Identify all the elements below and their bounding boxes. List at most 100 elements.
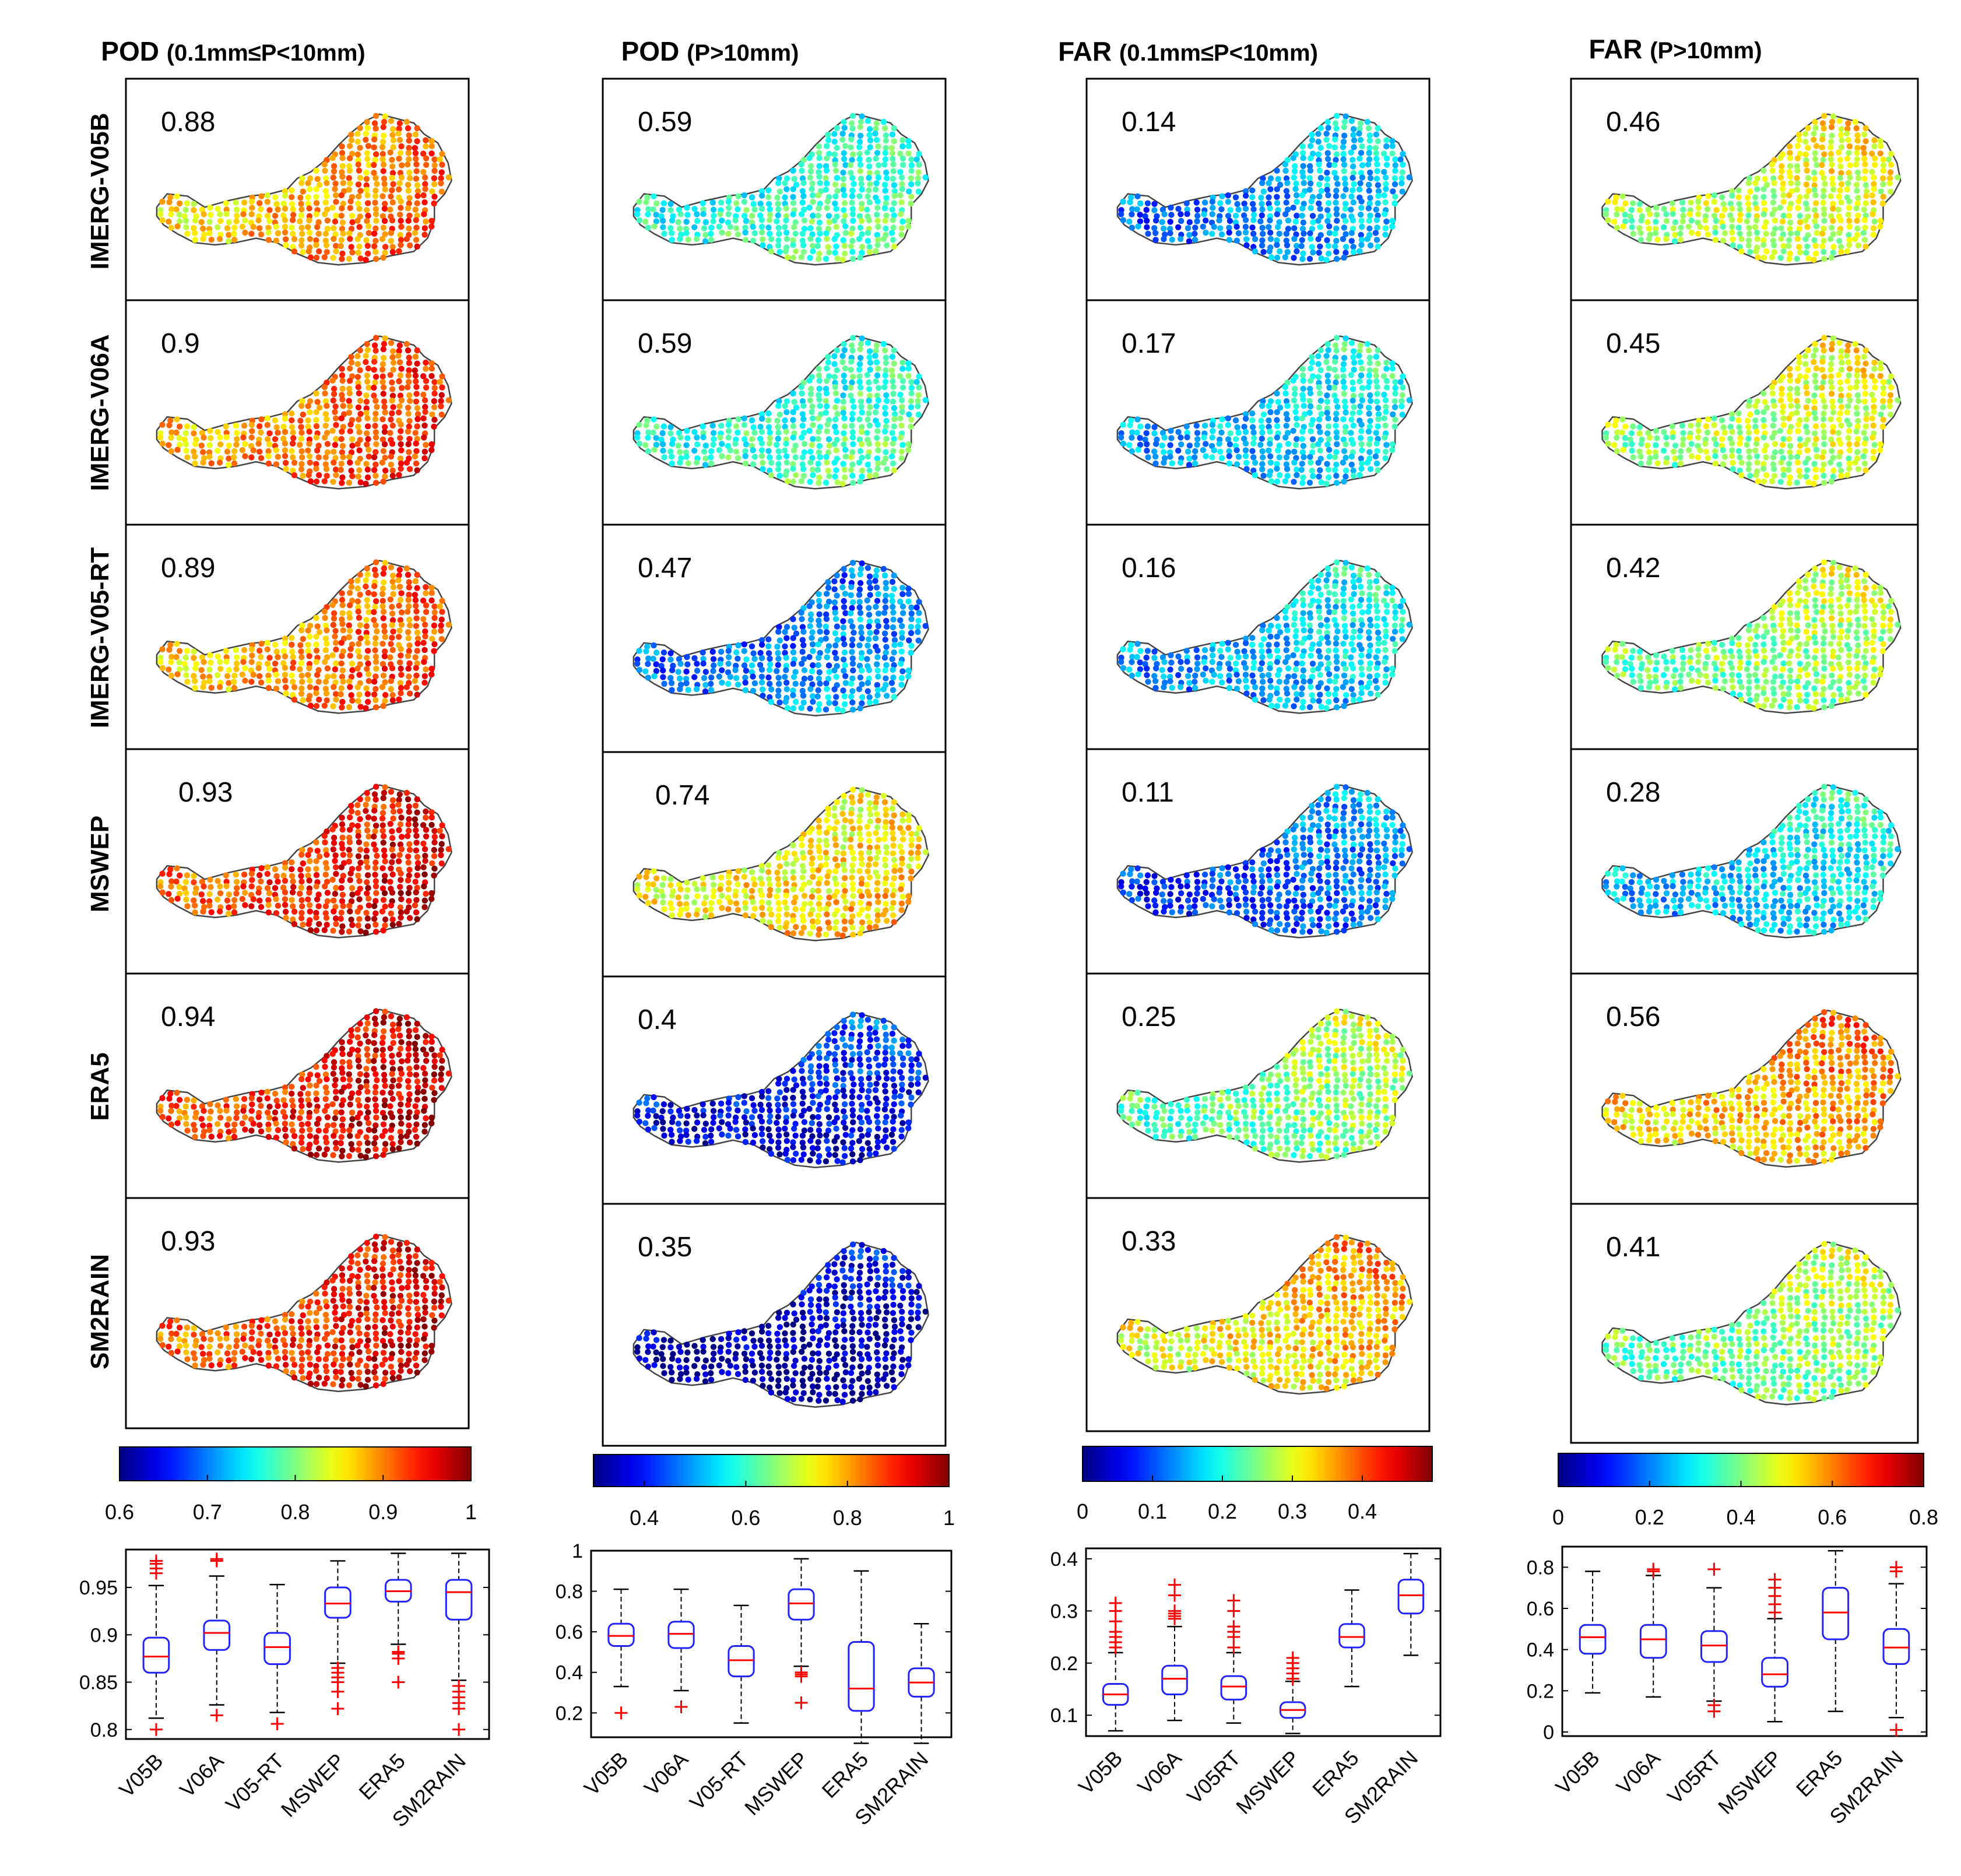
- station-dot: [381, 1343, 388, 1349]
- station-dot: [817, 855, 823, 861]
- station-dot: [776, 863, 783, 870]
- station-dot: [684, 205, 690, 211]
- station-dot: [790, 1144, 796, 1150]
- station-dot: [405, 1343, 412, 1349]
- station-dot: [248, 1108, 255, 1114]
- station-dot: [357, 410, 364, 417]
- station-dot: [372, 1084, 379, 1090]
- station-dot: [859, 244, 866, 250]
- station-dot: [379, 585, 386, 592]
- station-dot: [899, 585, 906, 591]
- station-dot: [816, 1049, 823, 1056]
- station-dot: [379, 193, 386, 199]
- station-dot: [873, 248, 879, 254]
- station-dot: [791, 851, 797, 857]
- station-dot: [248, 679, 255, 685]
- station-dot: [372, 910, 379, 917]
- station-dot: [363, 623, 370, 630]
- station-dot: [658, 663, 665, 669]
- station-dot: [364, 1115, 370, 1121]
- station-dot: [905, 591, 912, 597]
- station-dot: [406, 872, 412, 879]
- station-dot: [677, 1112, 684, 1119]
- station-dot: [298, 201, 304, 207]
- station-dot: [866, 694, 873, 701]
- station-dot: [363, 1134, 370, 1141]
- station-dot: [216, 1361, 223, 1368]
- station-dot: [774, 194, 781, 201]
- station-dot: [347, 877, 353, 883]
- station-dot: [338, 212, 345, 219]
- station-dot: [891, 138, 897, 145]
- station-dot: [848, 384, 854, 391]
- station-dot: [742, 229, 748, 236]
- station-dot: [841, 373, 847, 379]
- map-value-label: 0.9: [161, 328, 200, 359]
- station-dot: [306, 428, 312, 435]
- station-dot: [200, 1133, 206, 1139]
- station-dot: [412, 430, 419, 436]
- station-dot: [765, 417, 772, 424]
- station-dot: [255, 1114, 262, 1120]
- station-dot: [790, 465, 796, 472]
- station-dot: [248, 434, 255, 441]
- station-dot: [322, 1096, 329, 1102]
- station-dot: [834, 1044, 840, 1051]
- station-dot: [790, 1101, 797, 1108]
- station-dot: [346, 928, 353, 935]
- station-dot: [215, 447, 221, 454]
- station-dot: [832, 250, 838, 256]
- station-dot: [372, 1317, 379, 1323]
- station-dot: [725, 1132, 732, 1139]
- station-dot: [423, 1265, 429, 1271]
- station-dot: [258, 865, 265, 872]
- station-dot: [750, 687, 757, 694]
- station-dot: [371, 136, 378, 143]
- station-dot: [841, 830, 848, 837]
- station-dot: [321, 927, 328, 933]
- station-dot: [349, 219, 356, 226]
- station-dot: [856, 139, 863, 145]
- station-dot: [365, 895, 372, 902]
- station-dot: [908, 1062, 915, 1069]
- station-dot: [313, 242, 319, 248]
- station-dot: [669, 1119, 676, 1125]
- station-dot: [668, 1132, 675, 1138]
- station-dot: [748, 194, 755, 201]
- station-dot: [908, 181, 915, 188]
- station-dot: [783, 905, 790, 911]
- station-dot: [381, 1114, 388, 1121]
- station-dot: [708, 1139, 715, 1145]
- station-dot: [834, 592, 840, 599]
- station-dot: [388, 902, 395, 909]
- station-dot: [645, 211, 651, 217]
- station-dot: [767, 1132, 773, 1139]
- station-dot: [406, 841, 413, 848]
- station-dot: [874, 873, 881, 880]
- station-dot: [636, 217, 643, 223]
- station-dot: [758, 641, 765, 648]
- station-dot: [801, 901, 808, 908]
- station-dot: [365, 589, 372, 596]
- station-dot: [405, 1102, 412, 1108]
- station-dot: [850, 217, 856, 224]
- station-dot: [389, 1311, 395, 1318]
- station-dot: [242, 890, 248, 896]
- station-dot: [890, 440, 896, 447]
- station-dot: [725, 198, 732, 205]
- station-dot: [421, 897, 428, 904]
- station-dot: [875, 223, 881, 230]
- station-dot: [875, 385, 882, 391]
- station-dot: [389, 244, 396, 250]
- station-dot: [423, 143, 429, 150]
- station-dot: [215, 1102, 221, 1109]
- station-dot: [899, 635, 905, 641]
- station-dot: [883, 242, 890, 249]
- station-dot: [265, 224, 272, 231]
- station-dot: [790, 912, 796, 919]
- station-dot: [396, 403, 403, 409]
- station-dot: [800, 403, 807, 409]
- station-dot: [231, 1121, 238, 1128]
- station-dot: [645, 900, 652, 907]
- station-dot: [231, 224, 238, 231]
